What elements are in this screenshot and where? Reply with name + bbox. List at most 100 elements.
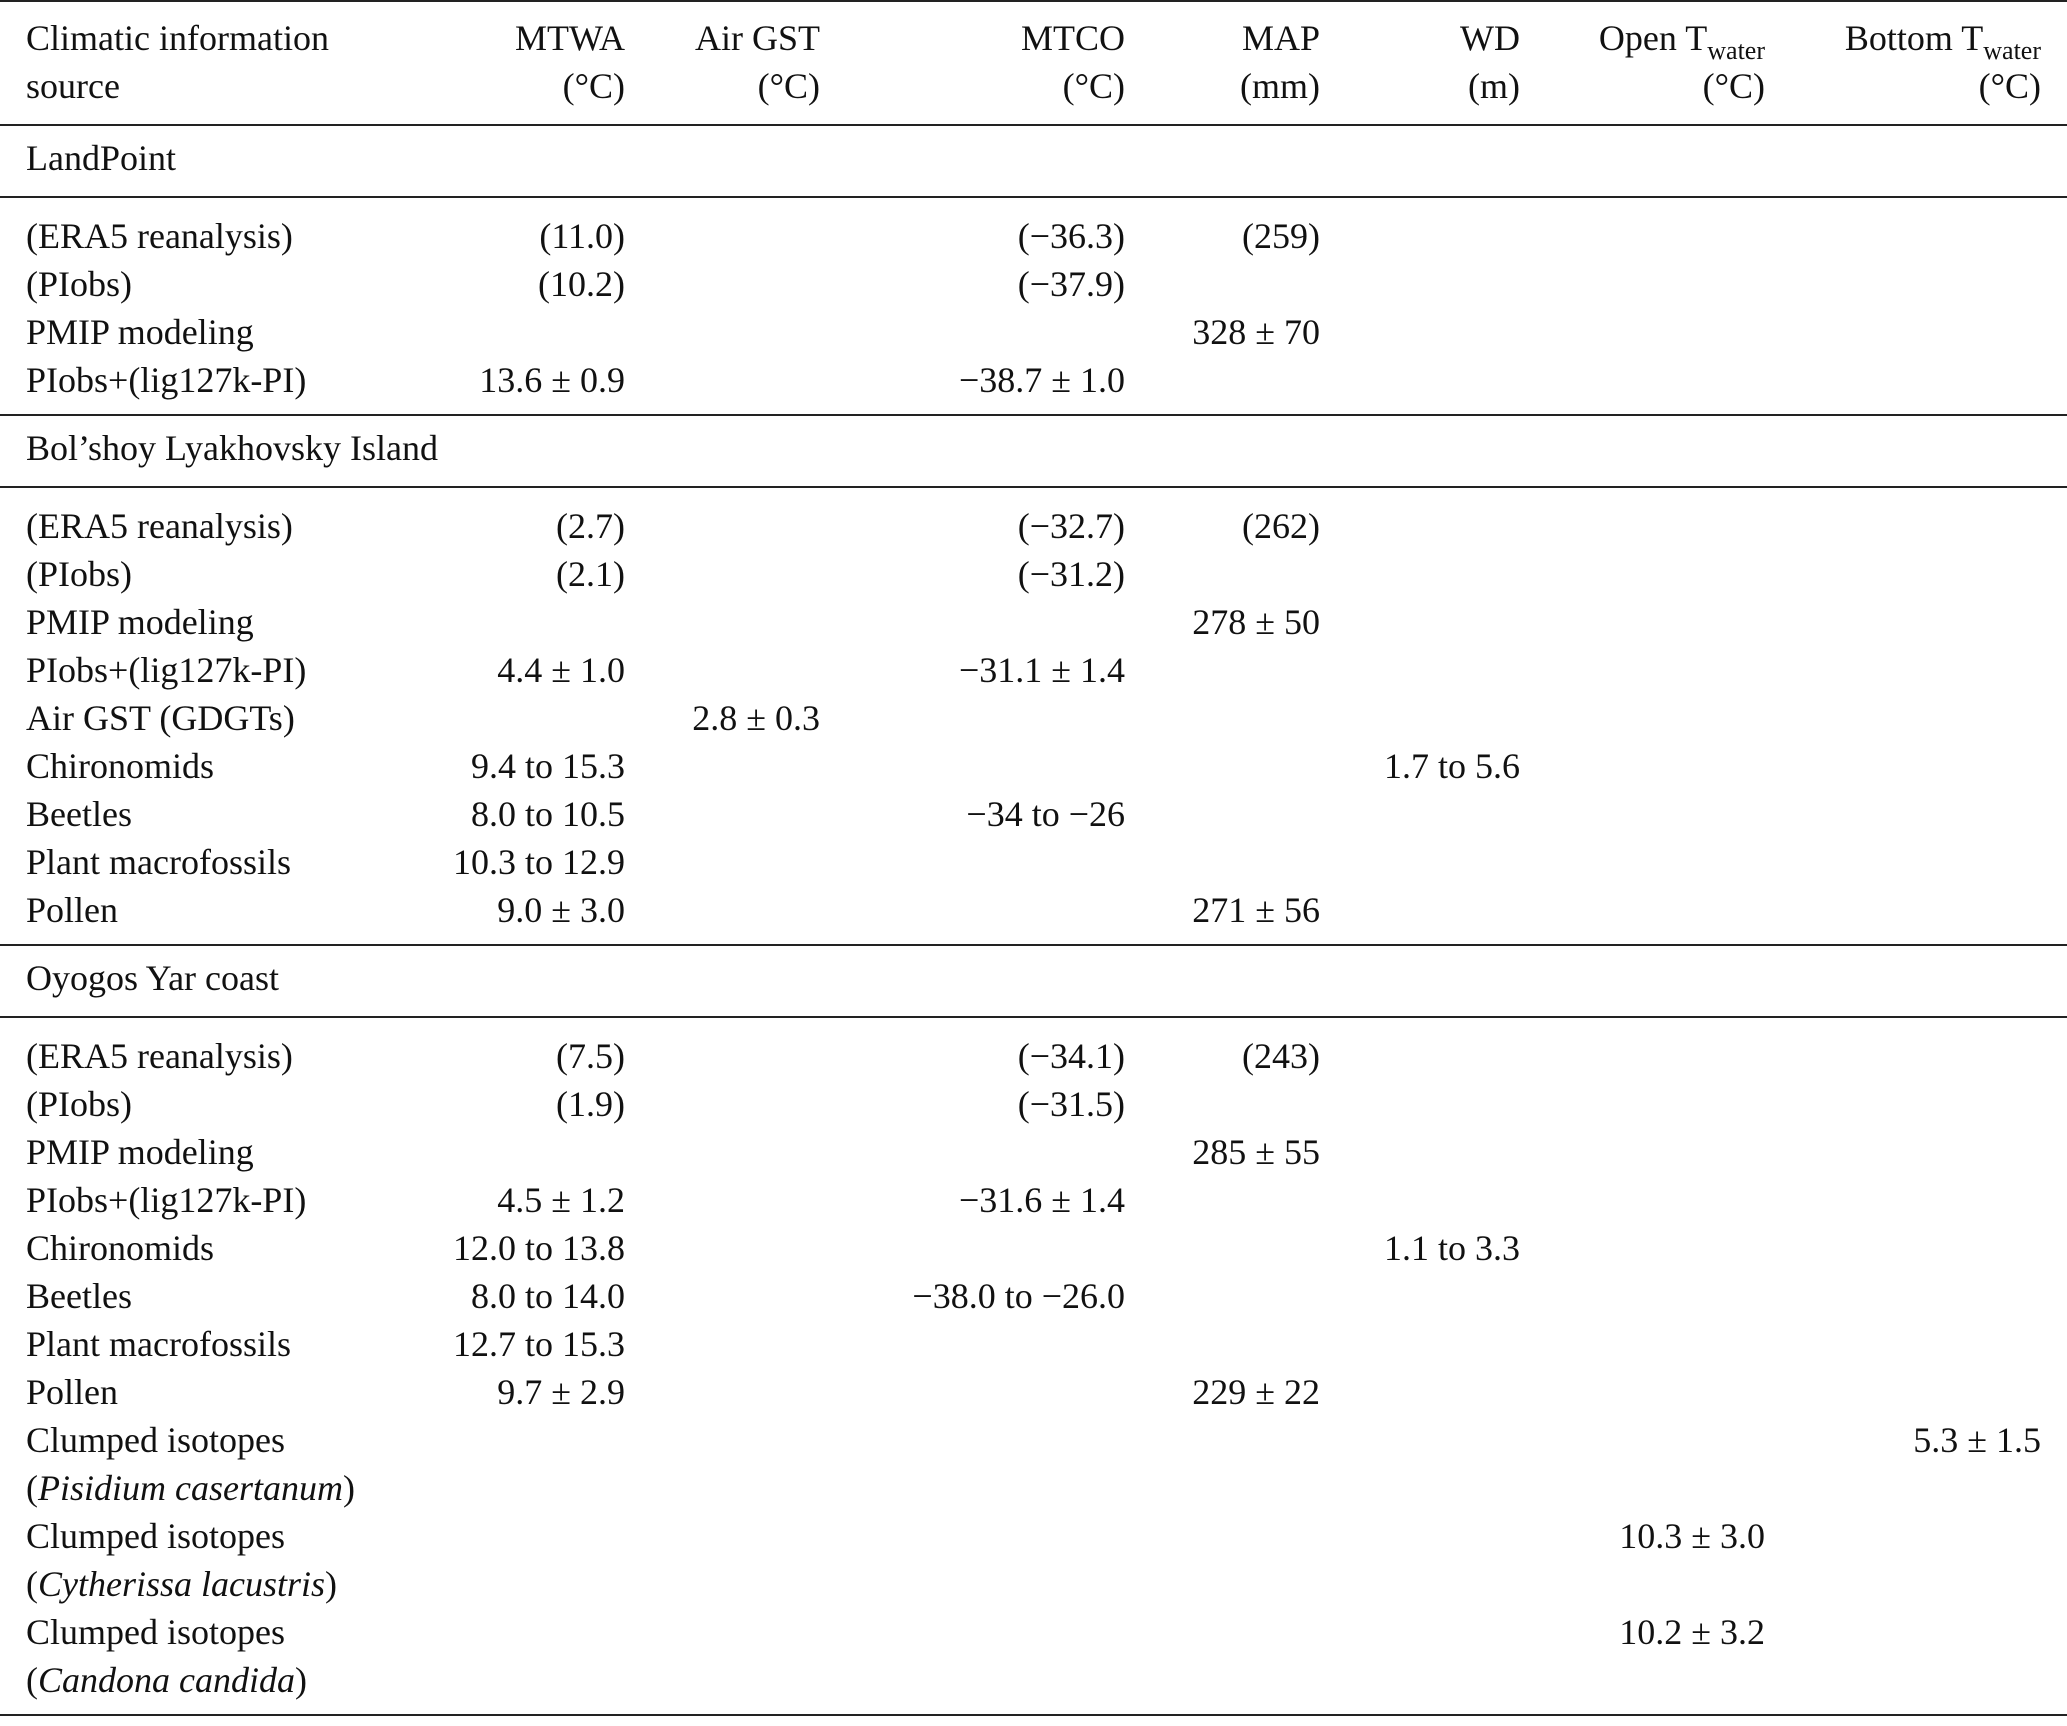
cell-open-twater	[1520, 1128, 1765, 1176]
cell-source: (PIobs)	[26, 554, 132, 594]
cell-mtco	[820, 886, 1125, 946]
table-row: Clumped isotopes (Candona candida) 10.2 ± …	[0, 1608, 2067, 1716]
cell-source: PMIP modeling	[26, 602, 254, 642]
cell-air-gst	[625, 838, 820, 886]
cell-bottom-twater: 5.3 ± 1.5	[1913, 1420, 2041, 1460]
cell-open-twater	[1520, 1017, 1765, 1080]
cell-source: Clumped isotopes (Candona candida)	[0, 1608, 420, 1716]
cell-source: Plant macrofossils	[26, 842, 291, 882]
cell-mtwa: (1.9)	[556, 1084, 625, 1124]
cell-mtco	[820, 742, 1125, 790]
cell-bottom-twater	[1765, 694, 2067, 742]
cell-open-twater	[1520, 598, 1765, 646]
cell-mtco: (−31.5)	[1017, 1084, 1125, 1124]
cell-air-gst	[625, 1416, 820, 1512]
cell-mtco	[820, 694, 1125, 742]
cell-map: 328 ± 70	[1192, 312, 1320, 352]
table-body: LandPoint (ERA5 reanalysis) (11.0) (−36.3)(…	[0, 125, 2067, 1716]
cell-mtco: −38.7 ± 1.0	[820, 356, 1125, 416]
cell-open-twater	[1520, 1080, 1765, 1128]
cell-mtco: −38.0 to −26.0	[912, 1276, 1125, 1316]
cell-bottom-twater	[1765, 1176, 2067, 1224]
cell-wd	[1320, 838, 1520, 886]
header-air-gst: Air GST (°C)	[625, 0, 820, 126]
cell-mtwa: 4.5 ± 1.2	[497, 1180, 625, 1220]
cell-wd	[1320, 790, 1520, 838]
cell-air-gst	[625, 886, 820, 946]
cell-wd	[1320, 1128, 1520, 1176]
table-header: Climatic information source MTWA (°C) Ai…	[0, 0, 2067, 126]
cell-open-twater	[1520, 356, 1765, 416]
cell-open-twater	[1520, 694, 1765, 742]
cell-wd	[1320, 1416, 1520, 1512]
cell-open-twater	[1520, 1416, 1765, 1512]
cell-wd: 1.7 to 5.6	[1383, 746, 1520, 786]
isotope-label: Clumped isotopes	[26, 1612, 285, 1652]
cell-mtco	[820, 1608, 1125, 1716]
cell-air-gst	[625, 308, 820, 356]
cell-mtwa: (7.5)	[556, 1036, 625, 1076]
cell-open-twater	[1520, 1368, 1765, 1416]
table-row: Beetles 8.0 to 10.5 −34 to −26	[0, 790, 2067, 838]
cell-source: Clumped isotopes (Pisidium casertanum)	[0, 1416, 420, 1512]
cell-air-gst: 2.8 ± 0.3	[692, 698, 820, 738]
cell-mtwa	[420, 1608, 625, 1716]
cell-open-twater	[1520, 1320, 1765, 1368]
cell-bottom-twater	[1765, 1128, 2067, 1176]
section-title: Oyogos Yar coast	[0, 945, 2067, 1018]
cell-wd	[1320, 487, 1520, 550]
header-map: MAP (mm)	[1125, 0, 1320, 126]
cell-map: 229 ± 22	[1192, 1372, 1320, 1412]
cell-source: PMIP modeling	[26, 312, 254, 352]
cell-mtco	[820, 1368, 1125, 1416]
cell-map	[1125, 260, 1320, 308]
table-row: (PIobs) (1.9) (−31.5)	[0, 1080, 2067, 1128]
cell-open-twater	[1520, 308, 1765, 356]
table-row: Air GST (GDGTs) 2.8 ± 0.3	[0, 694, 2067, 742]
cell-air-gst	[625, 1512, 820, 1608]
cell-map	[1125, 1272, 1320, 1320]
cell-bottom-twater	[1765, 1320, 2067, 1368]
cell-source: (ERA5 reanalysis)	[26, 216, 293, 256]
cell-air-gst	[625, 197, 820, 260]
cell-map: 278 ± 50	[1192, 602, 1320, 642]
cell-bottom-twater	[1765, 1017, 2067, 1080]
cell-bottom-twater	[1765, 487, 2067, 550]
table-row: PIobs+(lig127k-PI) 4.4 ± 1.0 −31.1 ± 1.4	[0, 646, 2067, 694]
table-row: Clumped isotopes (Pisidium casertanum) 5.3…	[0, 1416, 2067, 1512]
cell-air-gst	[625, 1128, 820, 1176]
cell-wd	[1320, 694, 1520, 742]
cell-mtco	[820, 1512, 1125, 1608]
cell-map: (262)	[1242, 506, 1320, 546]
cell-mtwa	[420, 1512, 625, 1608]
cell-mtco	[820, 598, 1125, 646]
cell-bottom-twater	[1765, 260, 2067, 308]
cell-mtwa: (10.2)	[538, 264, 625, 304]
cell-mtco: (−36.3)	[1017, 216, 1125, 256]
cell-bottom-twater	[1765, 790, 2067, 838]
cell-air-gst	[625, 1017, 820, 1080]
header-mtco: MTCO (°C)	[820, 0, 1125, 126]
cell-source: Air GST (GDGTs)	[26, 698, 295, 738]
cell-source: PIobs+(lig127k-PI)	[26, 1180, 307, 1220]
cell-source: Beetles	[26, 794, 132, 834]
table-row: (PIobs) (2.1) (−31.2)	[0, 550, 2067, 598]
cell-map	[1125, 1512, 1320, 1608]
table-row: Plant macrofossils 12.7 to 15.3	[0, 1320, 2067, 1368]
cell-wd	[1320, 197, 1520, 260]
species-name: Pisidium casertanum	[38, 1468, 343, 1508]
cell-bottom-twater	[1765, 550, 2067, 598]
cell-mtwa	[420, 1416, 625, 1512]
cell-source: (PIobs)	[26, 264, 132, 304]
cell-air-gst	[625, 356, 820, 416]
cell-mtwa: 12.0 to 13.8	[452, 1228, 625, 1268]
cell-air-gst	[625, 260, 820, 308]
cell-source: Plant macrofossils	[26, 1324, 291, 1364]
section-header: Oyogos Yar coast	[0, 945, 2067, 1018]
cell-mtwa	[420, 1128, 625, 1176]
cell-wd	[1320, 598, 1520, 646]
cell-air-gst	[625, 1320, 820, 1368]
cell-air-gst	[625, 1080, 820, 1128]
cell-mtwa: (2.7)	[556, 506, 625, 546]
